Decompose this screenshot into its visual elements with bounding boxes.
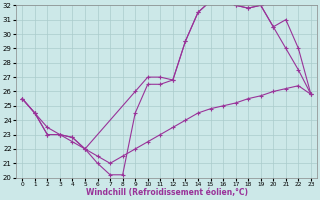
X-axis label: Windchill (Refroidissement éolien,°C): Windchill (Refroidissement éolien,°C) <box>85 188 248 197</box>
